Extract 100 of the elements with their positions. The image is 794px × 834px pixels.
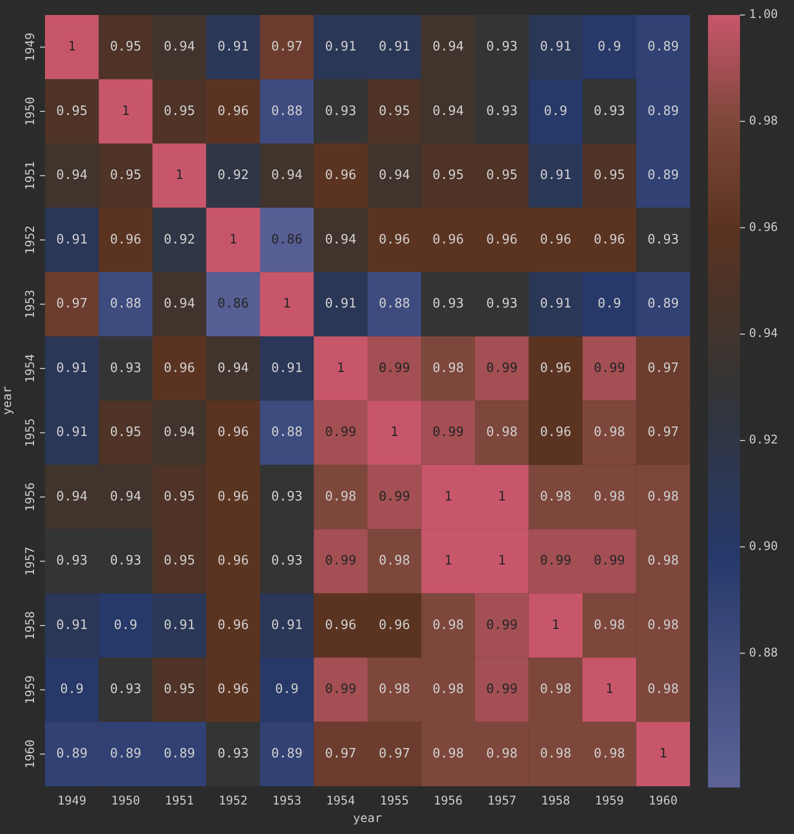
data-label: 0.96 (486, 232, 518, 248)
data-label: 0.86 (217, 296, 249, 312)
data-label: 0.9 (114, 618, 138, 633)
data-label: 0.89 (110, 746, 142, 762)
data-label: 1 (68, 40, 76, 55)
x-tick-label: 1952 (218, 794, 248, 808)
data-label: 1 (498, 489, 506, 504)
data-label: 0.98 (647, 489, 679, 504)
x-tick-label: 1958 (541, 794, 570, 808)
data-label: 0.96 (540, 425, 572, 440)
data-label: 0.9 (598, 296, 622, 312)
y-tick-label: 1960 (23, 740, 38, 769)
x-tick-label: 1953 (272, 794, 302, 808)
data-label: 0.94 (164, 425, 196, 440)
data-label: 0.94 (164, 40, 196, 55)
data-label: 0.98 (540, 746, 572, 762)
data-label: 0.93 (486, 296, 518, 312)
data-label: 0.96 (217, 489, 249, 504)
y-axis-title: year (0, 386, 14, 416)
data-label: 0.95 (378, 104, 410, 119)
color-bar-label: 0.96 (749, 220, 778, 234)
data-label: 0.95 (110, 40, 142, 55)
data-label: 0.96 (217, 425, 249, 440)
data-label: 0.94 (271, 168, 303, 184)
data-label: 0.98 (432, 746, 464, 762)
data-label: 1 (552, 618, 560, 633)
data-label: 0.91 (56, 360, 88, 376)
data-label: 1 (605, 682, 614, 698)
x-tick-label: 1957 (487, 794, 516, 808)
data-label: 1 (444, 554, 452, 569)
data-label: 0.91 (271, 360, 303, 376)
data-label: 0.91 (324, 296, 356, 312)
data-label: 1 (444, 489, 452, 504)
data-label: 0.93 (56, 554, 88, 569)
data-label: 0.91 (56, 232, 88, 248)
data-label: 0.95 (164, 489, 196, 504)
y-tick-label: 1959 (23, 675, 38, 704)
data-label: 0.94 (324, 232, 356, 248)
y-tick-label: 1958 (23, 611, 38, 640)
data-label: 0.95 (164, 682, 196, 698)
data-label: 1 (175, 168, 184, 184)
data-label: 0.93 (271, 554, 303, 569)
data-label: 0.98 (378, 682, 410, 698)
color-bar-label: 0.90 (749, 538, 778, 553)
data-label: 0.91 (540, 40, 572, 55)
y-tick-label: 1956 (23, 482, 38, 512)
data-label: 0.98 (647, 618, 679, 633)
data-label: 0.96 (217, 554, 249, 569)
data-label: 0.98 (594, 746, 626, 762)
data-label: 1 (498, 554, 506, 569)
x-axis-title: year (353, 810, 382, 825)
data-label: 0.98 (594, 425, 626, 440)
data-label: 0.93 (110, 554, 142, 569)
data-label: 0.92 (217, 168, 249, 184)
data-label: 0.91 (271, 618, 303, 633)
data-label: 0.9 (60, 682, 84, 698)
data-label: 0.99 (378, 489, 410, 504)
data-label: 0.9 (598, 40, 622, 55)
data-label: 0.95 (486, 168, 518, 184)
color-bar-label: 0.94 (749, 326, 778, 340)
data-label: 0.98 (540, 489, 572, 504)
x-tick-label: 1950 (111, 794, 140, 808)
data-label: 0.89 (647, 104, 679, 119)
data-label: 0.93 (324, 104, 356, 119)
data-label: 0.93 (110, 360, 142, 376)
data-label: 1 (122, 104, 130, 119)
data-label: 0.96 (324, 618, 356, 633)
data-label: 0.99 (486, 360, 518, 376)
data-label: 0.91 (324, 40, 356, 55)
data-label: 0.97 (271, 40, 303, 55)
y-tick-label: 1950 (23, 96, 38, 126)
data-label: 0.97 (647, 360, 679, 376)
y-tick-label: 1951 (23, 161, 38, 190)
data-label: 1 (336, 360, 345, 376)
data-label: 0.97 (378, 746, 410, 762)
data-label: 0.94 (432, 104, 464, 119)
data-label: 0.98 (432, 618, 464, 633)
data-label: 0.94 (432, 40, 464, 55)
data-label: 0.95 (56, 104, 88, 119)
data-label: 0.91 (164, 618, 196, 633)
data-label: 0.96 (217, 618, 249, 633)
data-label: 0.88 (271, 104, 303, 119)
data-label: 0.89 (647, 296, 679, 312)
data-label: 0.89 (271, 746, 303, 762)
data-label: 0.93 (217, 746, 249, 762)
y-tick-label: 1953 (23, 290, 38, 319)
data-label: 0.9 (275, 682, 299, 698)
x-tick-label: 1959 (594, 794, 624, 808)
data-label: 0.93 (594, 104, 626, 119)
data-label: 0.93 (271, 489, 303, 504)
data-label: 0.94 (56, 168, 88, 184)
data-label: 0.94 (378, 168, 410, 184)
x-tick-label: 1960 (648, 794, 678, 808)
data-label: 0.98 (594, 489, 626, 504)
x-tick-label: 1954 (326, 794, 356, 808)
y-tick-label: 1949 (23, 32, 38, 62)
data-label: 0.96 (540, 360, 572, 376)
data-label: 0.93 (647, 232, 679, 248)
data-label: 0.99 (486, 618, 518, 633)
data-label: 0.92 (164, 232, 196, 248)
